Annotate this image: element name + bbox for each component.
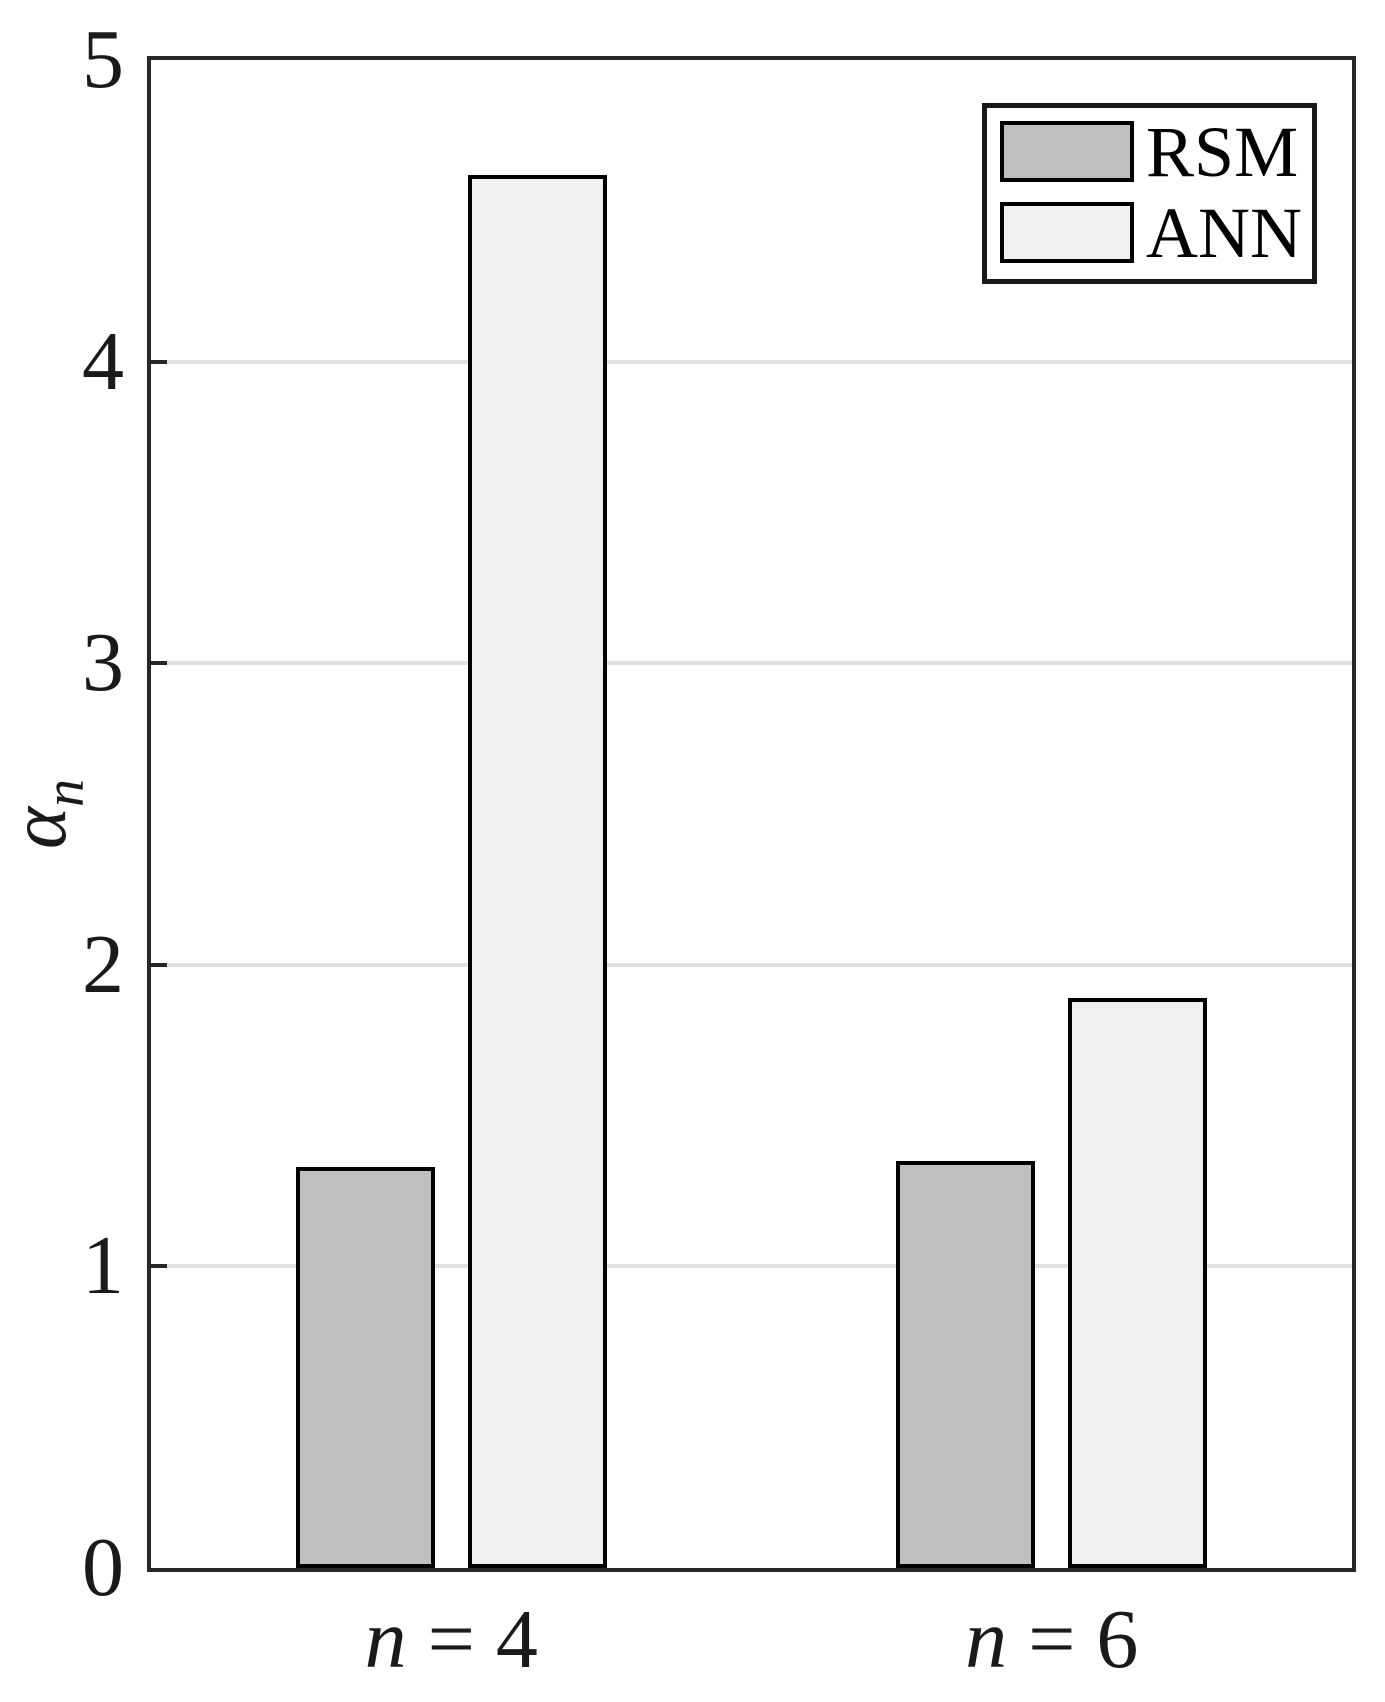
gridline-y-1 <box>151 1264 1352 1269</box>
y-axis-label-symbol: α <box>0 807 83 849</box>
y-axis-label: αn <box>0 779 96 849</box>
bar-rsm-group1 <box>295 1167 435 1568</box>
x-label-variable: n <box>965 1593 1008 1686</box>
bar-rsm-group2 <box>896 1161 1036 1568</box>
legend-label-rsm: RSM <box>1146 111 1299 192</box>
y-tick-label-3: 3 <box>82 616 124 710</box>
y-tick-label-0: 0 <box>82 1521 124 1614</box>
legend-item-rsm: RSM <box>1000 116 1312 188</box>
bar-ann-group1 <box>467 175 607 1568</box>
y-tick-label-2: 2 <box>82 917 124 1011</box>
gridline-y-2 <box>151 962 1352 967</box>
x-tick-label-group2: n = 6 <box>965 1593 1139 1686</box>
y-tick-mark-1 <box>151 1264 167 1269</box>
y-tick-mark-4 <box>151 359 167 364</box>
legend-swatch-ann <box>1000 202 1134 263</box>
y-tick-mark-3 <box>151 661 167 666</box>
x-label-variable: n <box>364 1593 407 1686</box>
y-tick-label-4: 4 <box>82 314 124 408</box>
legend-item-ann: ANN <box>1000 197 1312 269</box>
y-tick-label-5: 5 <box>82 13 124 106</box>
legend: RSM ANN <box>982 103 1317 284</box>
plot-area: RSM ANN <box>147 56 1356 1572</box>
x-tick-label-group1: n = 4 <box>364 1593 538 1686</box>
y-tick-label-1: 1 <box>82 1219 124 1313</box>
gridline-y-3 <box>151 661 1352 666</box>
bar-ann-group2 <box>1068 998 1208 1568</box>
y-axis-label-subscript: n <box>34 779 96 807</box>
legend-swatch-rsm <box>1000 121 1134 182</box>
y-tick-mark-2 <box>151 962 167 967</box>
gridline-y-4 <box>151 359 1352 364</box>
legend-label-ann: ANN <box>1146 192 1302 273</box>
